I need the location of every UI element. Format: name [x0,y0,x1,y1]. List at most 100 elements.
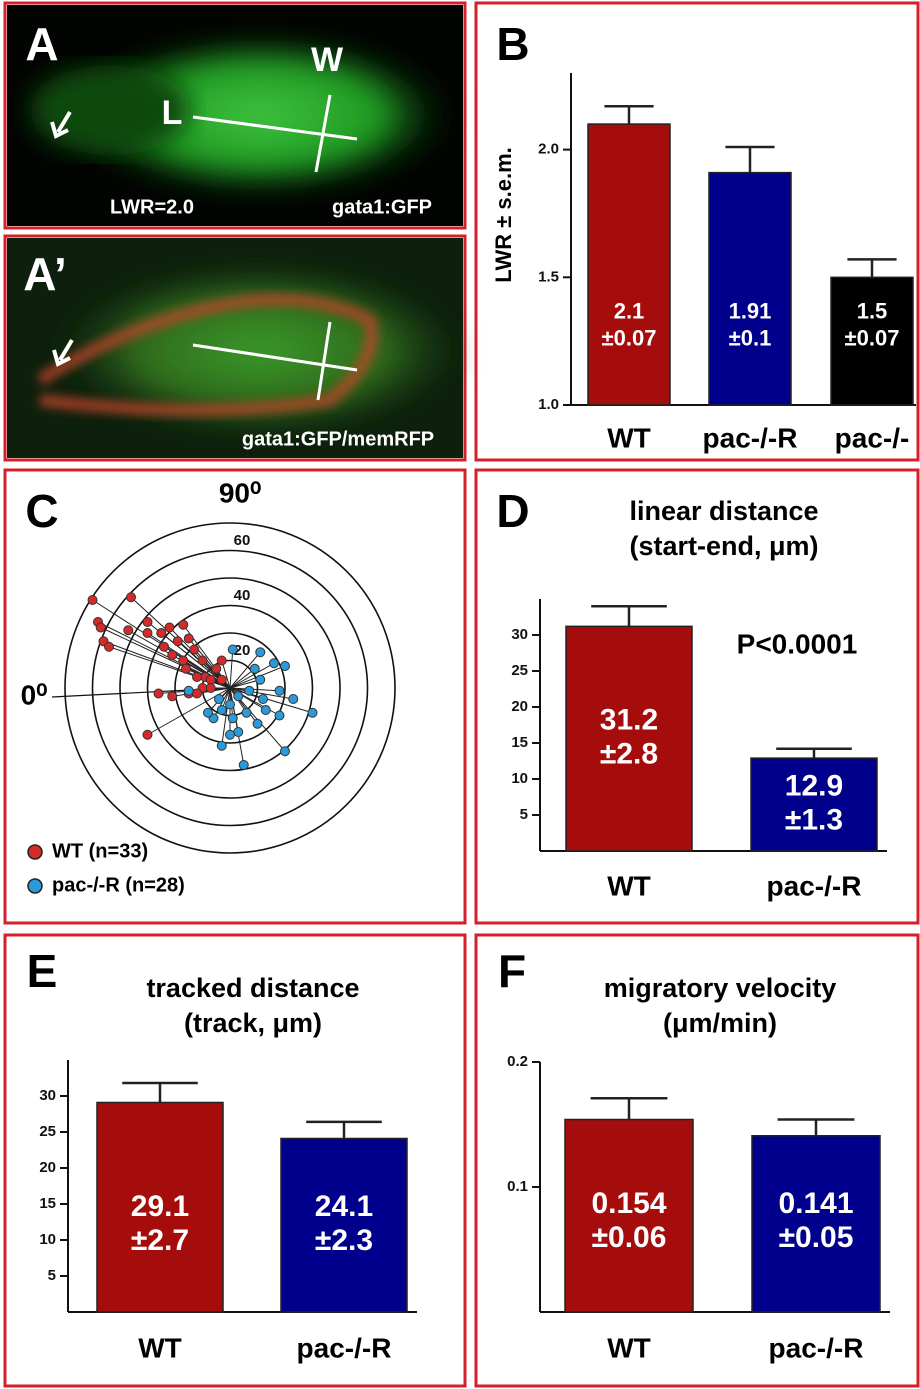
point [160,642,169,651]
point [105,642,114,651]
point [143,730,152,739]
point [245,686,254,695]
point [193,673,202,682]
point [234,728,243,737]
x-tick-label: pac-/- [835,422,910,453]
panel-letter: F [498,945,526,997]
point [96,623,105,632]
point [253,719,262,728]
caption: LWR=2.0 [110,196,194,218]
point [289,695,298,704]
panel-letter: C [25,485,58,537]
point [193,689,202,698]
point [217,656,226,665]
point [228,645,237,654]
angle-label: 90⁰ [219,477,261,508]
point [217,741,226,750]
point [179,656,188,665]
bar [588,124,670,405]
chart-title: linear distance [629,496,818,526]
y-tick-label: 25 [39,1123,56,1140]
line-label: L [162,94,183,132]
x-tick-label: WT [607,1332,651,1363]
point [275,711,284,720]
caption: gata1:GFP [332,196,432,218]
y-tick-label: 1.0 [538,396,559,413]
error-label: ±2.7 [131,1224,189,1257]
point [124,626,133,635]
value-label: 2.1 [614,298,645,323]
caption: gata1:GFP/memRFP [242,428,434,450]
point [143,618,152,627]
point [184,686,193,695]
point [261,706,270,715]
value-label: 1.91 [729,298,772,323]
y-tick-label: 5 [520,806,528,823]
error-label: ±0.1 [729,325,772,350]
y-tick-label: 20 [511,698,528,715]
point [168,692,177,701]
value-label: 31.2 [600,704,658,737]
y-tick-label: 30 [511,626,528,643]
error-label: ±2.8 [600,738,658,771]
y-tick-label: 1.5 [538,268,559,285]
value-label: 0.141 [778,1187,853,1220]
point [308,708,317,717]
x-tick-label: pac-/-R [769,1332,864,1363]
chart-title: tracked distance [146,973,359,1003]
point [226,730,235,739]
y-axis-label: LWR ± s.e.m. [491,147,516,283]
point [217,675,226,684]
error-label: ±1.3 [785,803,843,836]
legend-label: WT (n=33) [52,840,148,862]
error-label: ±2.3 [315,1224,373,1257]
point [228,714,237,723]
value-label: 1.5 [857,298,888,323]
point [206,675,215,684]
y-tick-label: 10 [39,1231,56,1248]
legend-marker [28,845,42,859]
point [204,708,213,717]
panel-letter: D [496,485,529,537]
value-label: 29.1 [131,1190,189,1223]
line-label: W [311,41,344,79]
point [173,637,182,646]
point [242,708,251,717]
bar [709,173,791,405]
panel-letter: A [25,18,58,70]
point [127,593,136,602]
error-label: ±0.06 [592,1221,667,1254]
figure: A L W LWR=2.0 gata1:GFP A’ gata1:GFP/mem… [0,0,920,1389]
angle-label: 0⁰ [21,679,48,710]
point [226,700,235,709]
y-tick-label: 15 [511,734,528,751]
point [281,662,290,671]
point [179,620,188,629]
spoke [230,650,233,689]
point [234,692,243,701]
point [190,645,199,654]
point [259,695,268,704]
point [165,623,174,632]
point [182,664,191,673]
value-label: 12.9 [785,769,843,802]
x-tick-label: pac-/-R [767,870,862,901]
y-tick-label: 30 [39,1087,56,1104]
ring-label: 60 [234,532,251,549]
y-tick-label: 15 [39,1195,56,1212]
x-tick-label: WT [607,870,651,901]
x-tick-label: pac-/-R [297,1332,392,1363]
panel-letter: B [496,18,529,70]
point [143,629,152,638]
point [198,656,207,665]
point [281,747,290,756]
value-label: 24.1 [315,1190,373,1223]
legend-marker [28,879,42,893]
error-label: ±0.05 [779,1221,854,1254]
y-tick-label: 25 [511,662,528,679]
point [184,634,193,643]
y-tick-label: 20 [39,1159,56,1176]
y-tick-label: 0.2 [507,1053,528,1070]
point [154,689,163,698]
annotation: P<0.0001 [737,628,858,659]
